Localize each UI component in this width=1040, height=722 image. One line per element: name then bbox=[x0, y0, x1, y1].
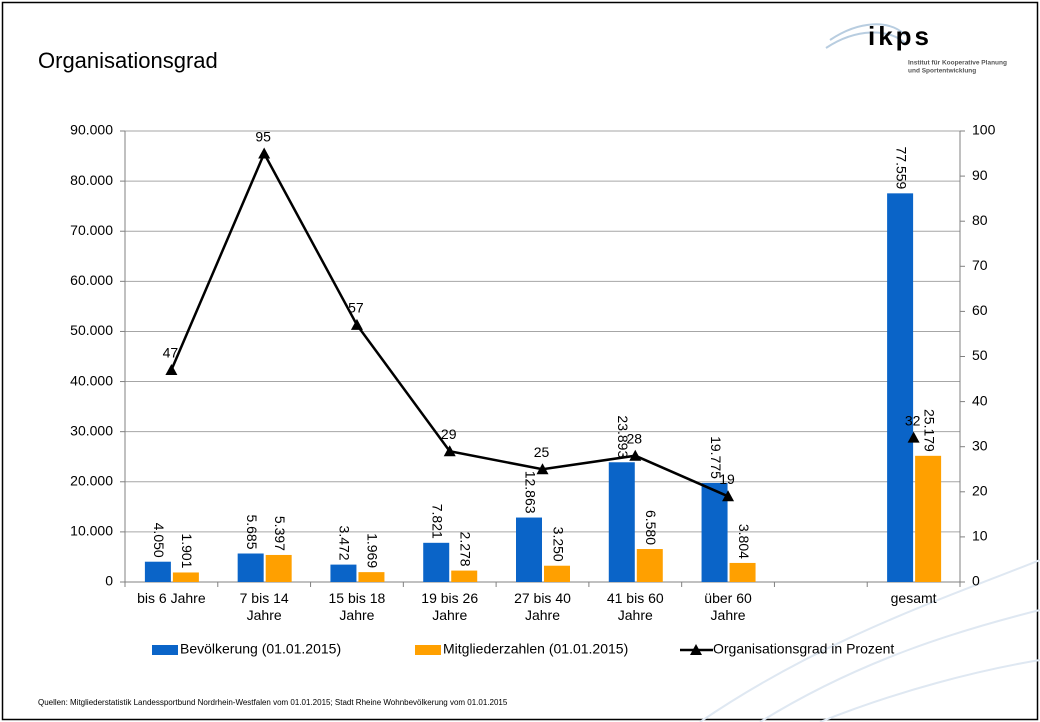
x-tick-label: 15 bis 18 Jahre bbox=[328, 590, 386, 623]
data-label: 77.559 bbox=[893, 147, 909, 190]
legend-swatch bbox=[690, 644, 702, 655]
data-label: 29 bbox=[441, 426, 457, 442]
legend-swatch bbox=[415, 645, 441, 655]
data-label: 4.050 bbox=[151, 523, 167, 558]
marker bbox=[536, 463, 549, 475]
data-label: 12.863 bbox=[522, 471, 538, 514]
data-label: 23.893 bbox=[615, 415, 631, 458]
y2-tick-label: 20 bbox=[972, 483, 988, 499]
x-tick-label: über 60 Jahre bbox=[704, 590, 752, 623]
y2-tick-label: 80 bbox=[972, 212, 988, 228]
data-label: 7.821 bbox=[430, 504, 446, 539]
bar bbox=[636, 549, 663, 582]
bar bbox=[701, 482, 728, 582]
y-tick-label: 0 bbox=[105, 573, 113, 589]
legend-swatch bbox=[152, 645, 178, 655]
bar bbox=[172, 572, 199, 582]
marker bbox=[443, 445, 456, 457]
legend-label: Bevölkerung (01.01.2015) bbox=[180, 641, 341, 657]
title: Organisationsgrad bbox=[38, 48, 218, 73]
y2-tick-label: 90 bbox=[972, 167, 988, 183]
bar bbox=[608, 462, 635, 582]
legend-label: Mitgliederzahlen (01.01.2015) bbox=[443, 641, 628, 657]
data-label: 57 bbox=[348, 300, 364, 316]
x-tick-label: 27 bis 40 Jahre bbox=[514, 590, 571, 623]
y-tick-label: 70.000 bbox=[70, 222, 113, 238]
marker bbox=[165, 364, 178, 376]
x-tick-label: gesamt bbox=[890, 590, 937, 606]
decoration bbox=[699, 559, 1040, 722]
bar bbox=[451, 570, 478, 582]
logo-line: Institut für Kooperative Planung bbox=[908, 60, 1007, 67]
y2-tick-label: 70 bbox=[972, 257, 988, 273]
data-label: 47 bbox=[163, 345, 179, 361]
data-label: 19.775 bbox=[708, 436, 724, 479]
bar bbox=[144, 561, 171, 582]
y2-tick-label: 50 bbox=[972, 347, 988, 363]
x-tick-label: 19 bis 26 Jahre bbox=[421, 590, 479, 623]
bar bbox=[358, 572, 385, 582]
data-label: 2.278 bbox=[458, 532, 474, 567]
data-label: 28 bbox=[626, 430, 642, 446]
y-tick-label: 60.000 bbox=[70, 272, 113, 288]
bar bbox=[330, 564, 357, 582]
y2-tick-label: 40 bbox=[972, 392, 988, 408]
bar bbox=[265, 554, 292, 582]
y2-tick-label: 100 bbox=[972, 122, 996, 138]
y-tick-label: 90.000 bbox=[70, 122, 113, 138]
bar bbox=[544, 565, 570, 582]
data-label: 6.580 bbox=[643, 510, 659, 545]
y2-tick-label: 0 bbox=[972, 573, 980, 589]
data-label: 25 bbox=[534, 444, 550, 460]
data-label: 95 bbox=[255, 128, 271, 144]
bar bbox=[237, 553, 264, 582]
logo-line: und Sportentwicklung bbox=[908, 68, 976, 75]
y-tick-label: 80.000 bbox=[70, 172, 113, 188]
marker bbox=[350, 318, 363, 330]
bar bbox=[915, 455, 942, 582]
y-tick-label: 10.000 bbox=[70, 523, 113, 539]
y-tick-label: 40.000 bbox=[70, 372, 113, 388]
data-label: 32 bbox=[905, 412, 921, 428]
data-label: 5.397 bbox=[272, 516, 288, 551]
data-label: 3.250 bbox=[550, 527, 566, 562]
y-tick-label: 30.000 bbox=[70, 422, 113, 438]
x-tick-label: 7 bis 14 Jahre bbox=[239, 590, 289, 623]
marker bbox=[907, 431, 920, 443]
marker bbox=[722, 490, 735, 502]
footer: Quellen: Mitgliederstatistik Landessport… bbox=[38, 698, 508, 707]
marker bbox=[629, 449, 642, 461]
bar bbox=[887, 193, 914, 582]
y-tick-label: 50.000 bbox=[70, 322, 113, 338]
y2-tick-label: 60 bbox=[972, 302, 988, 318]
legend-label: Organisationsgrad in Prozent bbox=[713, 641, 894, 657]
logo-name: ikps bbox=[868, 21, 932, 51]
data-label: 25.179 bbox=[921, 409, 937, 452]
data-label: 3.804 bbox=[736, 524, 752, 559]
data-label: 1.969 bbox=[365, 533, 381, 568]
y2-tick-label: 30 bbox=[972, 437, 988, 453]
y-tick-label: 20.000 bbox=[70, 472, 113, 488]
marker bbox=[258, 147, 271, 159]
bar bbox=[423, 542, 450, 582]
data-label: 3.472 bbox=[337, 526, 353, 561]
y2-tick-label: 10 bbox=[972, 528, 988, 544]
data-label: 5.685 bbox=[244, 514, 260, 549]
data-label: 1.901 bbox=[179, 533, 195, 568]
bar bbox=[729, 562, 756, 582]
bar bbox=[516, 517, 542, 582]
x-tick-label: bis 6 Jahre bbox=[137, 590, 206, 606]
logo-swoosh bbox=[825, 23, 907, 49]
x-tick-label: 41 bis 60 Jahre bbox=[606, 590, 664, 623]
data-label: 19 bbox=[719, 471, 735, 487]
